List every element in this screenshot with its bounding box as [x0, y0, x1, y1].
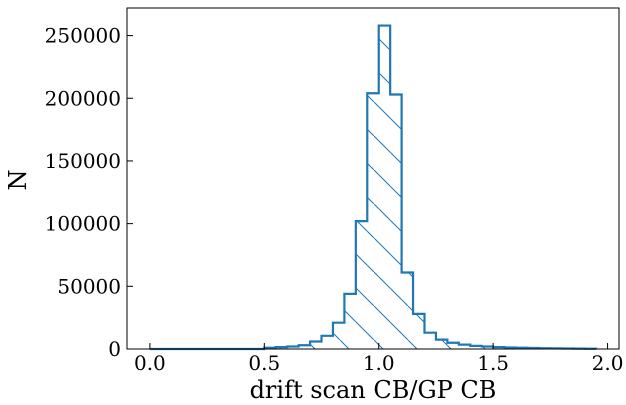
- histogram-bar: [390, 94, 402, 349]
- histogram-bar: [287, 346, 299, 349]
- x-tick-label: 0.5: [248, 351, 280, 375]
- histogram-bar: [367, 93, 379, 349]
- plot-frame: [126, 7, 620, 350]
- histogram-bar: [298, 345, 311, 349]
- histogram-bar: [344, 293, 356, 349]
- x-tick-label: 2.0: [592, 351, 624, 375]
- y-axis-ticks: 0 50000 100000 150000 200000 250000: [45, 24, 133, 361]
- y-tick-label: 100000: [45, 212, 121, 236]
- histogram-bar: [481, 346, 494, 349]
- x-axis-label: drift scan CB/GP CB: [250, 376, 497, 404]
- histogram-bar: [401, 272, 414, 349]
- histogram-bar: [413, 313, 425, 349]
- y-tick-label: 0: [108, 337, 121, 361]
- histogram-bar: [378, 25, 391, 349]
- y-axis-label: N: [4, 170, 32, 191]
- histogram-bar: [424, 332, 436, 349]
- x-tick-label: 1.0: [363, 351, 395, 375]
- y-tick-label: 150000: [45, 149, 121, 173]
- histogram-bar: [355, 221, 368, 349]
- histogram-bar: [458, 344, 471, 349]
- histogram-bar: [447, 342, 459, 349]
- histogram-bar: [321, 335, 333, 349]
- y-tick-label: 50000: [57, 274, 121, 298]
- histogram-bar: [310, 341, 322, 349]
- x-tick-label: 0.0: [134, 351, 166, 375]
- y-tick-label: 200000: [45, 86, 121, 110]
- histogram-outline: [149, 24, 598, 351]
- histogram-bar: [332, 322, 345, 349]
- x-tick-label: 1.5: [477, 351, 509, 375]
- histogram-bar: [435, 339, 448, 349]
- histogram-bar: [470, 345, 482, 349]
- x-axis-ticks: 0.0 0.5 1.0 1.5 2.0: [134, 343, 623, 375]
- y-tick-label: 250000: [45, 24, 121, 48]
